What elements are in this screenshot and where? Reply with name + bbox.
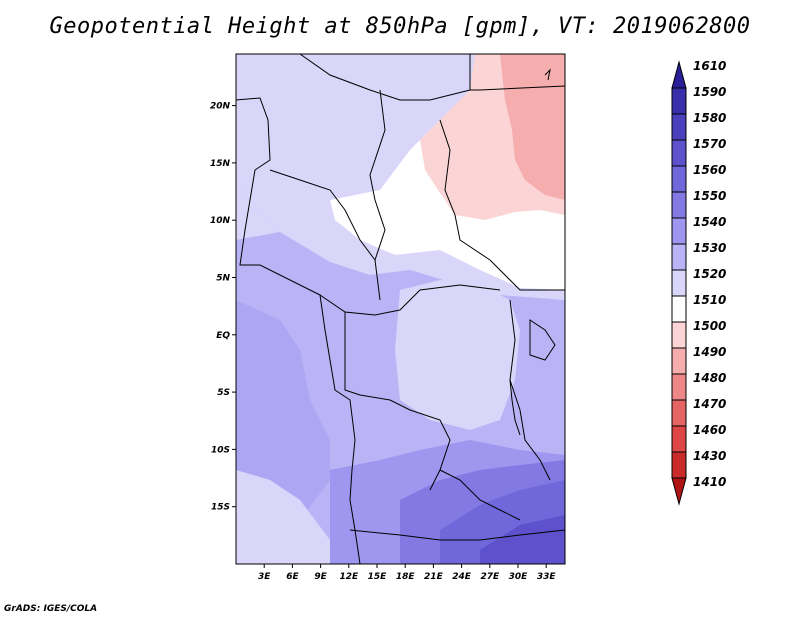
colorbar-label: 1430 xyxy=(693,449,726,463)
grads-credit: GrADS: IGES/COLA xyxy=(4,604,98,614)
colorbar-bottom-arrow xyxy=(671,477,687,506)
border-southern xyxy=(349,529,565,541)
colorbar-segment xyxy=(671,113,687,141)
lat-tick-label: 5S xyxy=(217,388,230,398)
lat-tick-label: 15S xyxy=(211,503,230,513)
field-1490 xyxy=(500,54,565,200)
colorbar-label: 1590 xyxy=(693,85,726,99)
colorbar-top-arrow xyxy=(671,60,687,89)
border-libya-egypt xyxy=(469,54,565,91)
colorbar-segment xyxy=(671,165,687,193)
colorbar-segment xyxy=(671,425,687,453)
lon-tick-label: 12E xyxy=(339,572,359,582)
border-north xyxy=(299,54,471,101)
lon-tick-label: 6E xyxy=(286,572,299,582)
field-1520-coast xyxy=(236,175,280,240)
lat-tick-label: 10N xyxy=(210,216,231,226)
lon-tick-label: 24E xyxy=(452,572,472,582)
map-title: Geopotential Height at 850hPa [gpm], VT:… xyxy=(49,14,751,39)
colorbar-label: 1570 xyxy=(693,137,726,151)
colorbar-segment xyxy=(671,451,687,479)
colorbar-segment xyxy=(671,87,687,115)
lat-tick-label: 5N xyxy=(216,273,230,283)
lat-tick-label: EQ xyxy=(216,331,230,341)
latitude-ticks: 20N 15N 10N 5N EQ 5S 10S 15S xyxy=(210,102,236,513)
lon-tick-label: 27E xyxy=(480,572,500,582)
colorbar-label: 1530 xyxy=(693,241,726,255)
colorbar-segment xyxy=(671,243,687,271)
lat-tick-label: 10S xyxy=(211,445,230,455)
colorbar-segment xyxy=(671,295,687,323)
colorbar-segment xyxy=(671,217,687,245)
map-frame xyxy=(235,53,566,565)
colorbar-segment xyxy=(671,373,687,401)
lat-tick-label: 20N xyxy=(210,102,231,112)
colorbar-label: 1550 xyxy=(693,189,726,203)
coastlines-borders xyxy=(236,54,565,564)
lon-tick-label: 18E xyxy=(396,572,416,582)
west-coastline xyxy=(236,97,361,564)
colorbar-label: 1490 xyxy=(693,345,726,359)
colorbar-label: 1510 xyxy=(693,293,726,307)
colorbar: 1610 1590 1580 1570 1560 1550 1540 1530 1520 1510… xyxy=(671,59,726,506)
lon-tick-label: 33E xyxy=(537,572,557,582)
colorbar-segment xyxy=(671,399,687,427)
lake-victoria xyxy=(529,319,556,361)
lon-tick-label: 3E xyxy=(258,572,271,582)
colorbar-label: 1470 xyxy=(693,397,726,411)
border-sudan xyxy=(439,119,565,291)
colorbar-segment xyxy=(671,321,687,349)
border-congo-angola xyxy=(344,312,451,491)
colorbar-label: 1500 xyxy=(693,319,726,333)
field-1520-sw xyxy=(236,470,330,564)
lake-tanganyika xyxy=(509,379,521,436)
lon-tick-label: 15E xyxy=(368,572,388,582)
colorbar-label: 1460 xyxy=(693,423,726,437)
lon-tick-label: 21E xyxy=(424,572,444,582)
colorbar-label: 1480 xyxy=(693,371,726,385)
colorbar-label: 1410 xyxy=(693,475,726,489)
colorbar-label: 1560 xyxy=(693,163,726,177)
lon-tick-label: 30E xyxy=(509,572,529,582)
field-1540-sw xyxy=(236,300,330,530)
lat-tick-label: 15N xyxy=(210,159,231,169)
lon-tick-label: 9E xyxy=(314,572,327,582)
colorbar-segment xyxy=(671,139,687,167)
colorbar-label: 1580 xyxy=(693,111,726,125)
colorbar-label: 1610 xyxy=(693,59,726,73)
colorbar-segment xyxy=(671,191,687,219)
border-mali-niger xyxy=(269,169,376,261)
longitude-ticks: 3E 6E 9E 12E 15E 18E 21E 24E 27E 30E 33E xyxy=(258,564,556,582)
colorbar-segment xyxy=(671,347,687,375)
colorbar-label: 1540 xyxy=(693,215,726,229)
colorbar-label: 1520 xyxy=(693,267,726,281)
border-zambia xyxy=(439,469,521,521)
field-1570 xyxy=(480,515,565,564)
nile-delta xyxy=(544,68,551,81)
border-east-lakes xyxy=(509,299,551,481)
colorbar-segment xyxy=(671,269,687,297)
field-1520-congo xyxy=(395,280,520,430)
